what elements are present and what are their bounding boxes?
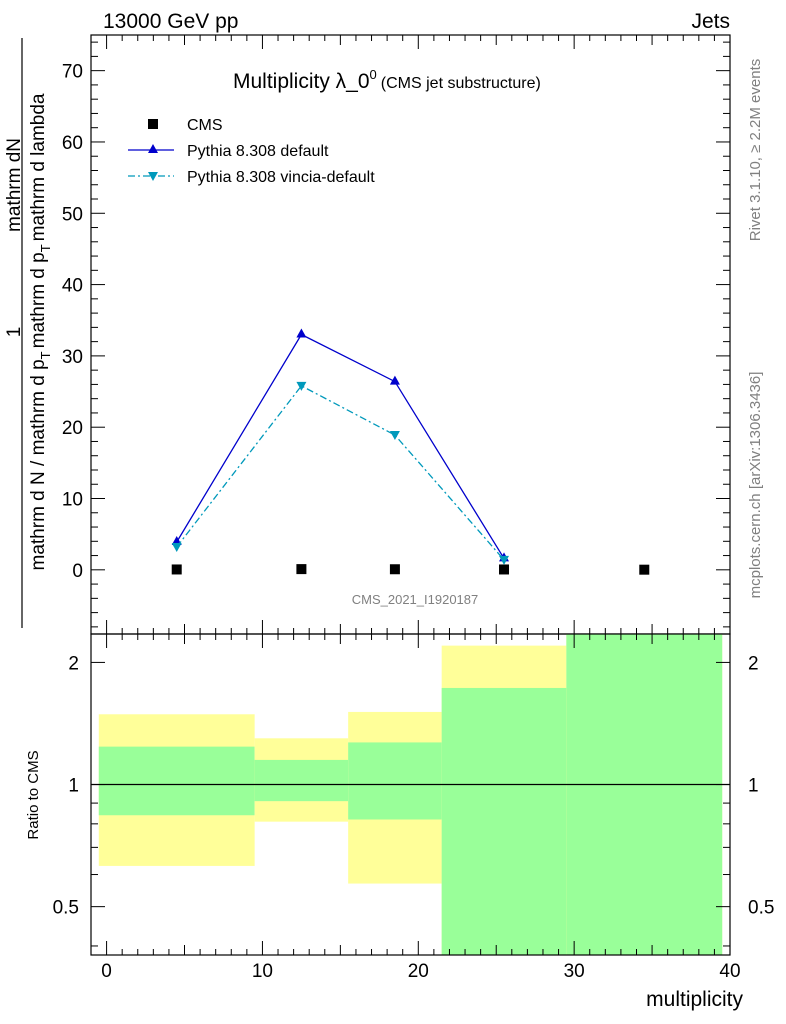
ratio-band-inner xyxy=(348,742,442,820)
main-series xyxy=(171,328,650,575)
main-y-tick-label: 10 xyxy=(62,490,83,511)
legend-marker-cms xyxy=(148,119,158,129)
main-y-tick-label: 40 xyxy=(62,276,83,297)
main-y-tick-label: 0 xyxy=(72,561,83,582)
ratio-band-inner xyxy=(98,746,255,816)
x-tick-label: 20 xyxy=(408,961,429,982)
ratio-frame xyxy=(90,633,731,956)
x-tick-label: 40 xyxy=(719,961,740,982)
main-y-tick-label: 50 xyxy=(62,204,83,225)
analysis-watermark: CMS_2021_I1920187 xyxy=(352,592,479,607)
main-y-tick-label: 70 xyxy=(62,62,83,83)
legend: CMS Pythia 8.308 default Pythia 8.308 vi… xyxy=(128,117,375,186)
legend-item-pythia-vincia: Pythia 8.308 vincia-default xyxy=(128,169,375,186)
main-y-tick-label: 30 xyxy=(62,347,83,368)
legend-item-pythia-default: Pythia 8.308 default xyxy=(128,143,329,160)
series-line-pythia-vincia xyxy=(176,385,505,561)
ratio-y-tick-label: 1 xyxy=(68,776,79,797)
pythia-default-point xyxy=(389,375,400,385)
legend-label-pythia-vincia: Pythia 8.308 vincia-default xyxy=(187,169,375,186)
legend-marker-pythia-vincia xyxy=(148,172,158,181)
ratio-y-tick-label-right: 2 xyxy=(748,653,759,674)
ratio-y-label: Ratio to CMS xyxy=(25,750,42,839)
legend-label-pythia-default: Pythia 8.308 default xyxy=(187,143,329,160)
mcplots-label: mcplots.cern.ch [arXiv:1306.3436] xyxy=(747,372,764,599)
y-axis-label-denominator: mathrm d N / mathrm d pTmathrm d pTmathr… xyxy=(28,93,53,570)
main-y-tick-label: 60 xyxy=(62,133,83,154)
ratio-band-inner xyxy=(254,759,349,802)
y-axis-label-one: 1 xyxy=(4,327,25,338)
y-axis-label: 1 mathrm dN mathrm d N / mathrm d pTmath… xyxy=(4,38,53,628)
x-tick-label: 10 xyxy=(252,961,273,982)
rivet-label: Rivet 3.1.10, ≥ 2.2M events xyxy=(747,59,764,242)
ratio-y-tick-label: 2 xyxy=(68,653,79,674)
cms-data-point xyxy=(639,564,650,575)
main-y-tick-label: 20 xyxy=(62,418,83,439)
x-tick-label: 30 xyxy=(564,961,585,982)
cms-data-point xyxy=(389,564,400,575)
ratio-band-inner xyxy=(441,687,567,955)
x-axis-label: multiplicity xyxy=(646,988,743,1011)
ratio-y-tick-label-right: 0.5 xyxy=(748,898,774,919)
ratio-band-inner xyxy=(566,634,723,955)
ratio-panel xyxy=(90,633,731,956)
x-tick-label: 0 xyxy=(101,961,112,982)
pythia-vincia-point xyxy=(389,431,400,441)
process-label: Jets xyxy=(691,10,730,33)
pythia-vincia-point xyxy=(499,555,510,565)
legend-label-cms: CMS xyxy=(187,117,223,134)
series-line-pythia-default xyxy=(176,333,505,559)
cms-data-point xyxy=(499,564,510,575)
pythia-default-point xyxy=(296,328,307,338)
pythia-vincia-point xyxy=(171,543,182,553)
legend-marker-pythia-default xyxy=(148,144,158,153)
cms-data-point xyxy=(171,564,182,575)
ratio-y-tick-label-right: 1 xyxy=(748,776,759,797)
ratio-axis-ticks: 0.5 0.51 12 20 10 20 30 40 xyxy=(53,634,774,982)
legend-item-cms: CMS xyxy=(148,117,223,134)
ratio-y-tick-label: 0.5 xyxy=(53,898,79,919)
y-axis-label-numerator: mathrm dN xyxy=(4,138,25,232)
energy-label: 13000 GeV pp xyxy=(103,10,238,33)
main-axis-ticks: 0 10 20 30 40 50 60 70 xyxy=(62,35,731,634)
pythia-vincia-point xyxy=(296,381,307,391)
cms-data-point xyxy=(296,564,307,575)
plot-title: Multiplicity λ_00(CMS jet substructure) xyxy=(233,67,541,93)
